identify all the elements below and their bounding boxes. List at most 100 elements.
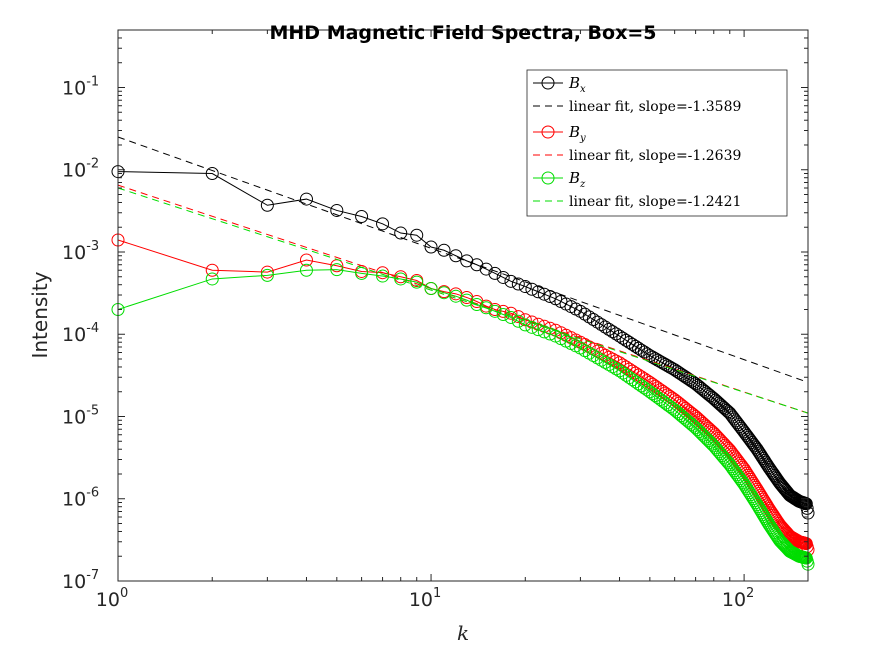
y-tick-exponent: -2 <box>86 157 99 172</box>
data-point <box>606 325 620 339</box>
y-tick-exponent: -4 <box>86 321 99 336</box>
series-0 <box>111 165 815 520</box>
y-axis-label: Intensity <box>28 271 52 358</box>
data-point <box>531 323 545 337</box>
y-tick-base: 10 <box>62 77 86 99</box>
data-point <box>613 329 627 343</box>
data-point <box>376 217 390 231</box>
y-tick-label: 10-4 <box>62 321 99 346</box>
legend-entry-0: Bx <box>533 74 586 95</box>
data-point <box>394 272 408 286</box>
data-point <box>424 240 438 254</box>
legend-label: linear fit, slope=-1.2421 <box>569 194 741 210</box>
x-tick-label: 100 <box>96 586 128 611</box>
data-point <box>525 315 539 329</box>
y-tick-exponent: -6 <box>86 486 99 501</box>
data-point <box>609 327 623 341</box>
data-point <box>496 270 510 284</box>
chart-title: MHD Magnetic Field Spectra, Box=5 <box>270 22 657 44</box>
series-4 <box>111 263 815 571</box>
y-tick-label: 10-1 <box>62 74 99 99</box>
y-tick-exponent: -5 <box>86 403 99 418</box>
series-1 <box>117 136 809 383</box>
data-point <box>518 313 532 327</box>
legend-label: Bz <box>568 169 586 190</box>
x-tick-exponent: 0 <box>120 586 128 601</box>
legend-label-subscript: z <box>579 179 586 190</box>
y-tick-base: 10 <box>62 406 86 428</box>
data-point <box>609 362 623 376</box>
data-point <box>511 277 525 291</box>
legend-label: linear fit, slope=-1.2639 <box>569 148 741 164</box>
data-point <box>619 368 633 382</box>
data-point <box>504 310 518 324</box>
series-5 <box>117 187 809 414</box>
y-tick-label: 10-7 <box>62 568 99 593</box>
data-point <box>504 274 518 288</box>
data-point <box>470 258 484 272</box>
x-tick-exponent: 1 <box>433 586 441 601</box>
data-point <box>537 325 551 339</box>
legend-label-subscript: x <box>580 84 586 95</box>
data-point <box>205 263 219 277</box>
x-tick-base: 10 <box>722 589 746 611</box>
data-point <box>479 262 493 276</box>
y-tick-label: 10-5 <box>62 403 99 428</box>
data-point <box>663 400 677 414</box>
x-tick-exponent: 2 <box>746 586 754 601</box>
legend-entry-1: linear fit, slope=-1.3589 <box>533 99 741 115</box>
data-point <box>746 437 760 451</box>
legend-label: By <box>568 123 586 144</box>
y-tick-base: 10 <box>62 160 86 182</box>
data-point <box>511 314 525 328</box>
data-point <box>613 364 627 378</box>
y-tick-base: 10 <box>62 242 86 264</box>
data-point <box>470 297 484 311</box>
data-point <box>586 313 600 327</box>
data-point <box>299 253 313 267</box>
data-point <box>537 287 551 301</box>
data-point <box>594 353 608 367</box>
data-point <box>602 322 616 336</box>
y-tick-exponent: -3 <box>86 239 99 254</box>
series-layer <box>111 136 815 571</box>
y-tick-label: 10-6 <box>62 486 99 511</box>
legend-label-subscript: y <box>579 133 586 144</box>
legend-entry-3: linear fit, slope=-1.2639 <box>533 148 741 164</box>
data-point <box>260 268 274 282</box>
data-point <box>622 335 636 349</box>
y-tick-base: 10 <box>62 324 86 346</box>
data-point <box>330 263 344 277</box>
data-point <box>525 320 539 334</box>
data-point <box>518 280 532 294</box>
data-point <box>525 282 539 296</box>
data-point <box>616 366 630 380</box>
legend: Bx linear fit, slope=-1.3589 By linear fit,… <box>526 69 788 217</box>
legend-label-main: B <box>568 169 580 187</box>
legend-swatch-marker <box>541 76 555 90</box>
data-point <box>543 327 557 341</box>
axes-box <box>117 29 809 582</box>
data-point <box>703 435 717 449</box>
legend-label-main: B <box>568 123 580 141</box>
data-point <box>606 360 620 374</box>
x-tick-label: 102 <box>722 586 754 611</box>
data-point <box>750 498 764 512</box>
data-point <box>619 333 633 347</box>
legend-swatch-marker <box>541 171 555 185</box>
data-point <box>437 243 451 257</box>
legend-label: Bx <box>568 74 586 95</box>
legend-entry-4: Bz <box>533 169 586 190</box>
data-point <box>531 285 545 299</box>
data-point <box>702 434 716 448</box>
legend-box <box>526 69 788 217</box>
fit-line-1 <box>117 136 809 383</box>
legend-label: linear fit, slope=-1.3589 <box>569 99 741 115</box>
axes-layer <box>117 29 809 582</box>
data-point <box>590 315 604 329</box>
data-point <box>656 394 670 408</box>
data-point <box>410 228 424 242</box>
legend-swatch-marker <box>541 125 555 139</box>
legend-entry-5: linear fit, slope=-1.2421 <box>533 194 741 210</box>
